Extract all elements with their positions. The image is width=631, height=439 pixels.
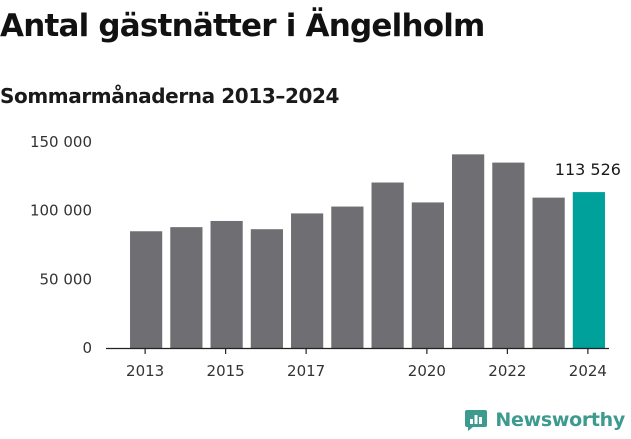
- bar: [130, 231, 163, 348]
- bar: [492, 162, 525, 348]
- newsworthy-logo-icon: [465, 410, 488, 431]
- x-tick-label: 2017: [287, 362, 325, 380]
- brand-logo: Newsworthy: [463, 407, 625, 433]
- bars: [130, 154, 605, 348]
- data-labels: 113 526: [555, 160, 621, 179]
- chart-title: Antal gästnätter i Ängelholm: [0, 8, 485, 44]
- y-tick-label: 50 000: [40, 270, 93, 288]
- y-tick-label: 0: [82, 339, 92, 357]
- y-axis: 0 50 000 100 000 150 000: [30, 133, 92, 357]
- x-tick-label: 2013: [126, 362, 164, 380]
- x-tick-label: 2015: [207, 362, 245, 380]
- y-tick-label: 100 000: [30, 202, 92, 220]
- x-tick-label: 2024: [569, 362, 607, 380]
- bar: [532, 197, 565, 348]
- y-tick-label: 150 000: [30, 133, 92, 151]
- bar: [411, 202, 444, 348]
- x-axis: 2013 2015 2017 2020 2022 2024: [106, 347, 609, 380]
- bar: [170, 227, 203, 348]
- x-tick-label: 2020: [408, 362, 446, 380]
- bar: [452, 154, 485, 348]
- x-tick-label: 2022: [488, 362, 526, 380]
- chart-subtitle: Sommarmånaderna 2013–2024: [0, 84, 340, 108]
- bar: [291, 213, 324, 348]
- data-label: 113 526: [555, 160, 621, 179]
- bar: [250, 229, 283, 348]
- bar: [331, 206, 364, 348]
- bar: [572, 192, 605, 348]
- brand-name: Newsworthy: [495, 409, 625, 431]
- bar: [210, 220, 243, 348]
- bar: [371, 182, 404, 348]
